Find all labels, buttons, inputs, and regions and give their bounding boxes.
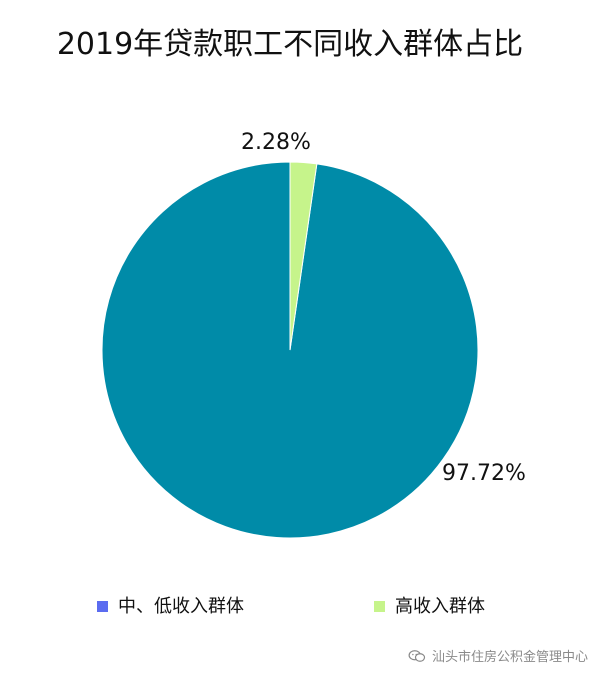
legend-label: 高收入群体 [395,596,485,617]
pie-slices [101,161,479,539]
slice-label: 2.28% [241,130,311,155]
watermark-text: 汕头市住房公积金管理中心 [431,650,588,665]
wechat-icon [408,649,426,662]
slice-labels: 97.72% 2.28% [241,130,526,486]
chart-title: 2019年贷款职工不同收入群体占比 [57,27,523,62]
legend-item: 中、低收入群体 [97,596,244,617]
legend-swatch [374,601,385,612]
watermark: 汕头市住房公积金管理中心 [408,646,588,665]
legend-item: 高收入群体 [374,596,485,617]
legend-swatch [97,601,108,612]
slice-label: 97.72% [442,461,526,486]
legend-label: 中、低收入群体 [118,596,244,617]
legend: 中、低收入群体 高收入群体 [97,596,485,617]
pie-slice [289,161,318,351]
